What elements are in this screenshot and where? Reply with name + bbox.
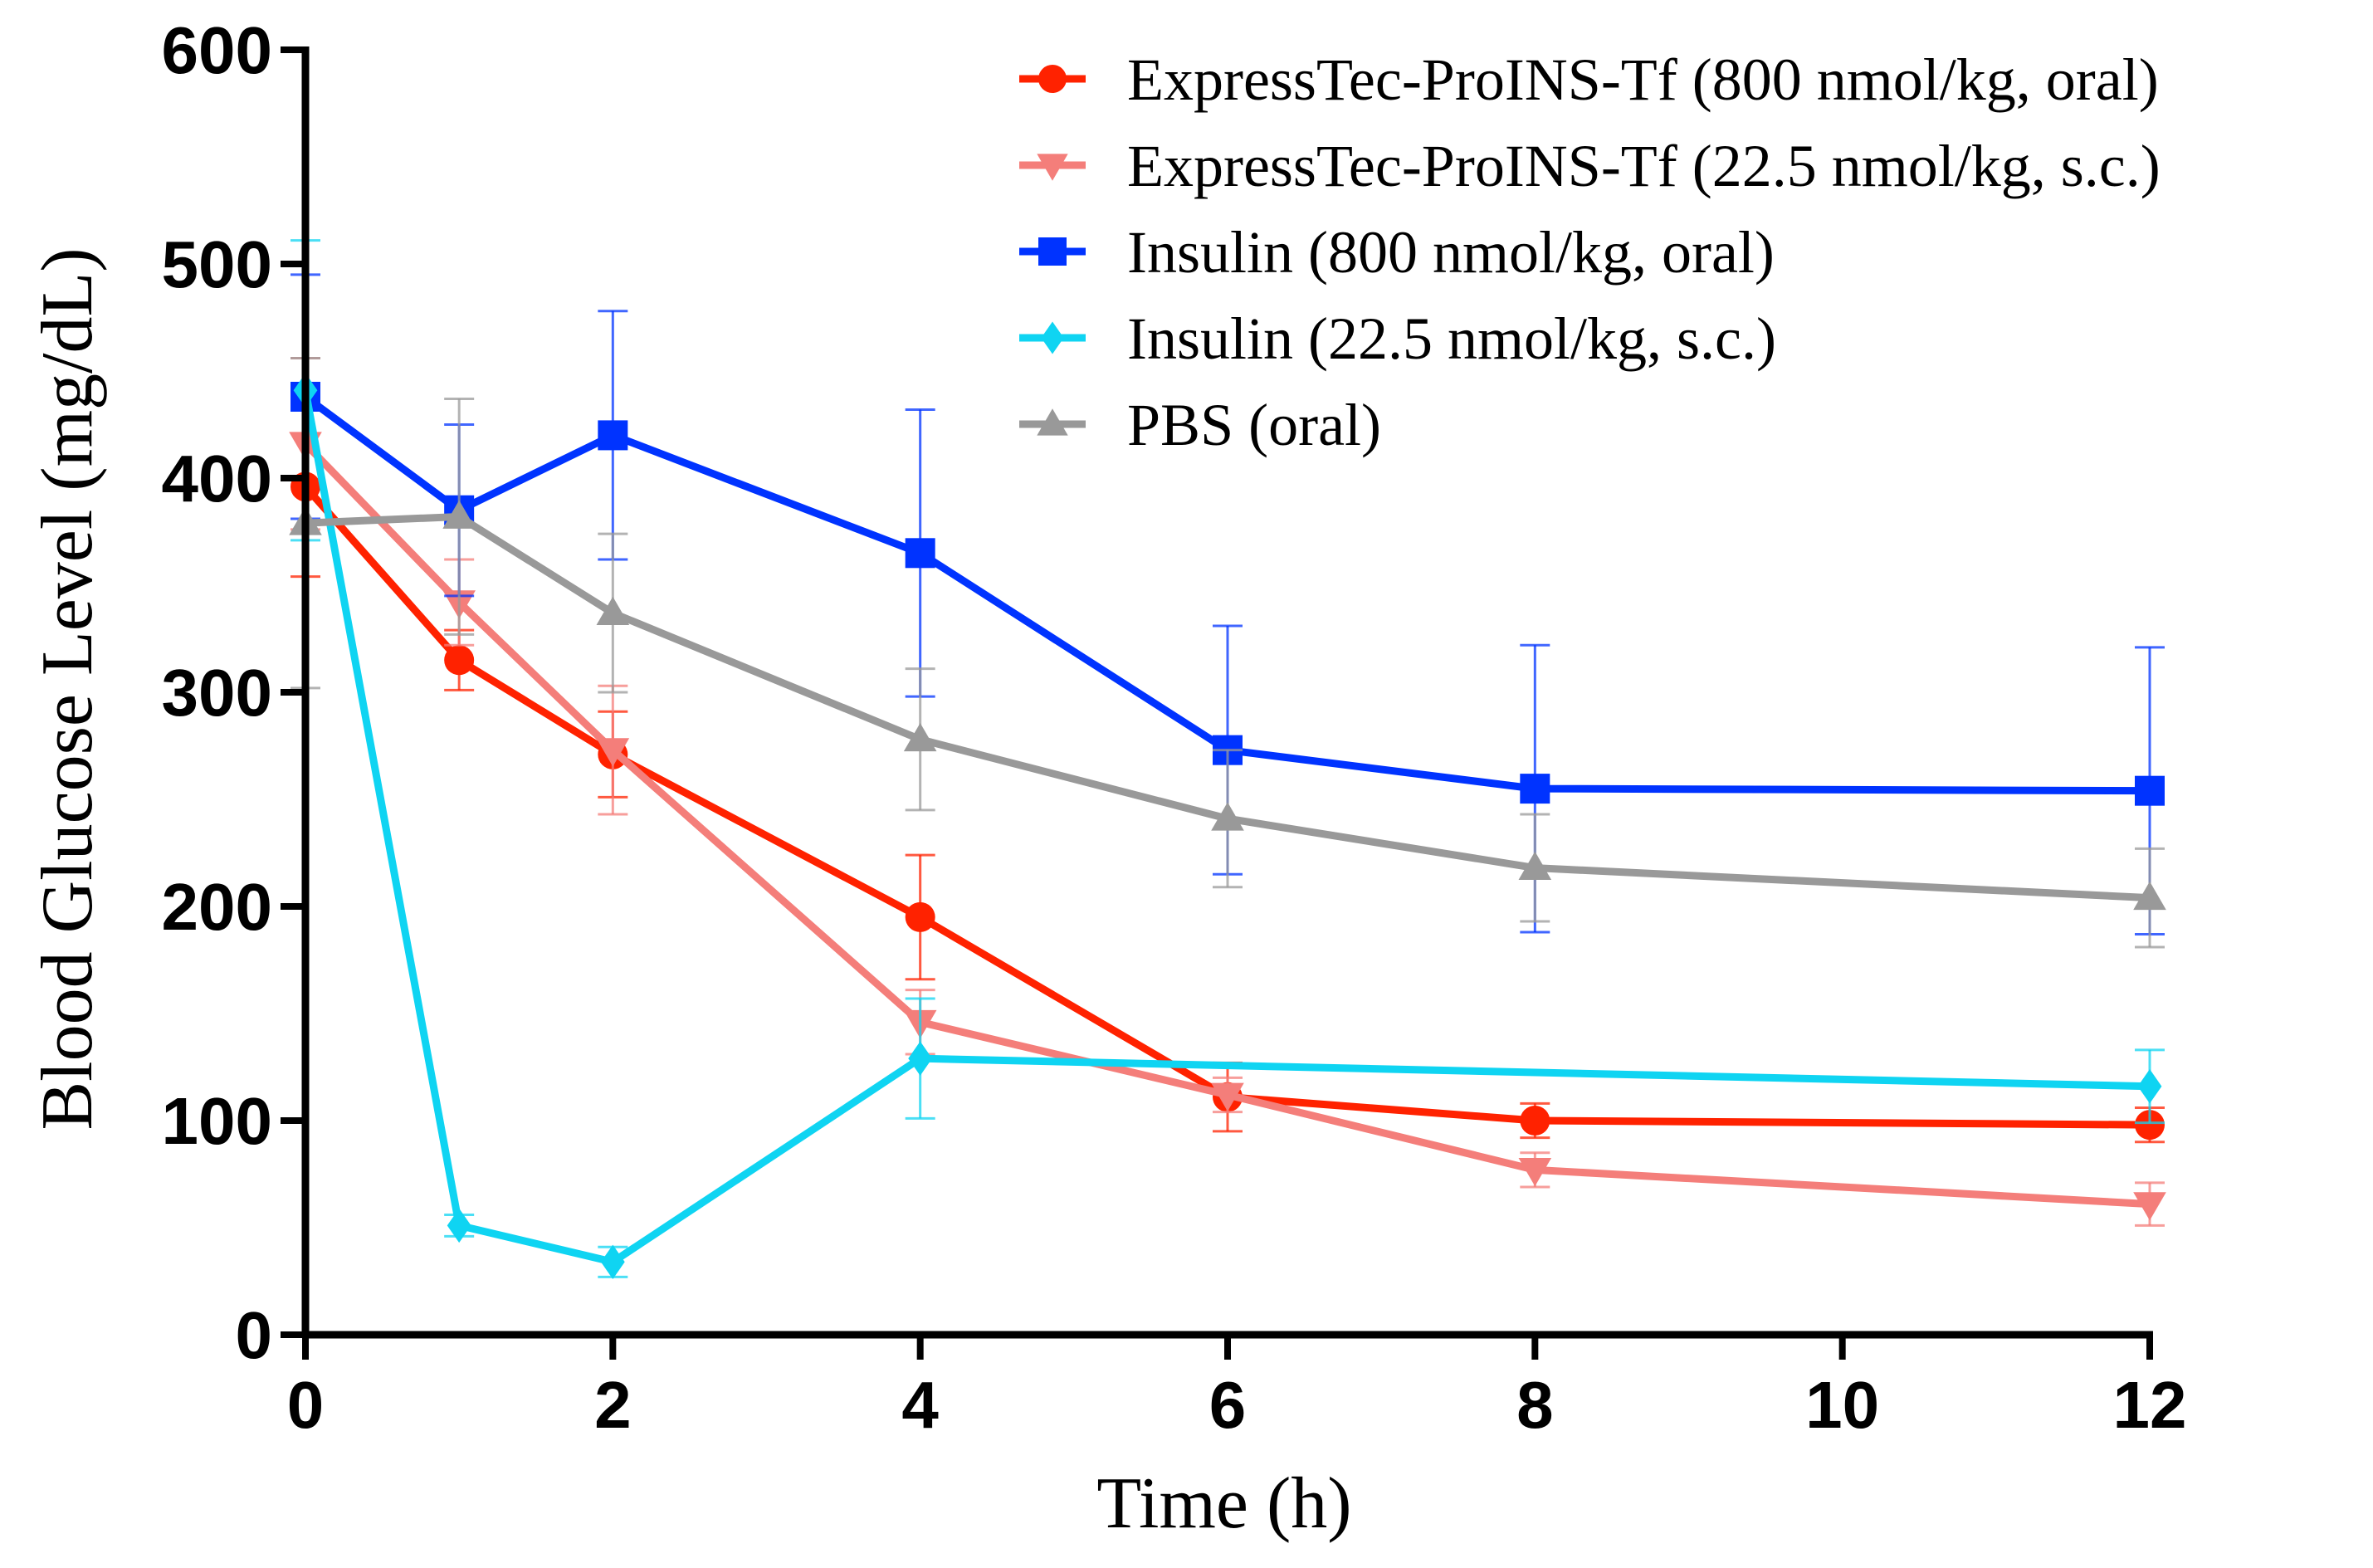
data-point — [906, 538, 935, 568]
legend-marker — [1038, 65, 1067, 93]
y-axis-title: Blood Glucose Level (mg/dL) — [27, 247, 108, 1130]
x-tick-label: 12 — [2113, 1368, 2187, 1442]
data-point — [1520, 774, 1550, 804]
legend: ExpressTec-ProINS-Tf (800 nmol/kg, oral)… — [1019, 46, 2161, 458]
data-point — [2135, 776, 2165, 806]
legend-label: PBS (oral) — [1127, 392, 1381, 458]
y-tick-label: 200 — [162, 870, 272, 944]
legend-entry-5: PBS (oral) — [1019, 392, 1381, 458]
legend-entry-1: ExpressTec-ProINS-Tf (800 nmol/kg, oral) — [1019, 46, 2159, 113]
y-tick-label: 500 — [162, 227, 272, 301]
data-point — [597, 597, 630, 625]
legend-marker — [1041, 321, 1063, 354]
x-tick-label: 0 — [287, 1368, 325, 1442]
y-tick-label: 400 — [162, 442, 272, 515]
x-tick-label: 6 — [1209, 1368, 1247, 1442]
legend-label: Insulin (800 nmol/kg, oral) — [1127, 219, 1775, 286]
data-point — [908, 1041, 932, 1075]
legend-label: ExpressTec-ProINS-Tf (800 nmol/kg, oral) — [1127, 46, 2159, 113]
data-point — [598, 420, 627, 450]
x-tick-label: 8 — [1516, 1368, 1554, 1442]
legend-marker — [1038, 237, 1067, 266]
data-point — [2138, 1069, 2162, 1103]
legend-entry-3: Insulin (800 nmol/kg, oral) — [1019, 219, 1775, 286]
legend-entry-4: Insulin (22.5 nmol/kg, s.c.) — [1019, 305, 1776, 372]
data-point — [447, 1209, 471, 1243]
legend-label: Insulin (22.5 nmol/kg, s.c.) — [1127, 305, 1776, 372]
x-tick-label: 4 — [901, 1368, 939, 1442]
chart: 0 100 200 300 400 500 600 0 2 4 6 8 10 12 Blood Gluco… — [0, 0, 2373, 1568]
legend-label: ExpressTec-ProINS-Tf (22.5 nmol/kg, s.c.… — [1127, 133, 2161, 199]
y-tick-label: 100 — [162, 1084, 272, 1158]
x-tick-label: 10 — [1805, 1368, 1879, 1442]
data-point — [1520, 1106, 1550, 1136]
y-tick-label: 300 — [162, 656, 272, 730]
x-axis-title: Time (h) — [1096, 1463, 1351, 1544]
data-point — [906, 902, 935, 932]
data-point — [444, 645, 474, 675]
y-tick-label: 0 — [236, 1298, 273, 1372]
y-tick-label: 600 — [162, 13, 272, 87]
x-tick-label: 2 — [594, 1368, 632, 1442]
legend-entry-2: ExpressTec-ProINS-Tf (22.5 nmol/kg, s.c.… — [1019, 133, 2161, 199]
data-point — [601, 1245, 625, 1279]
